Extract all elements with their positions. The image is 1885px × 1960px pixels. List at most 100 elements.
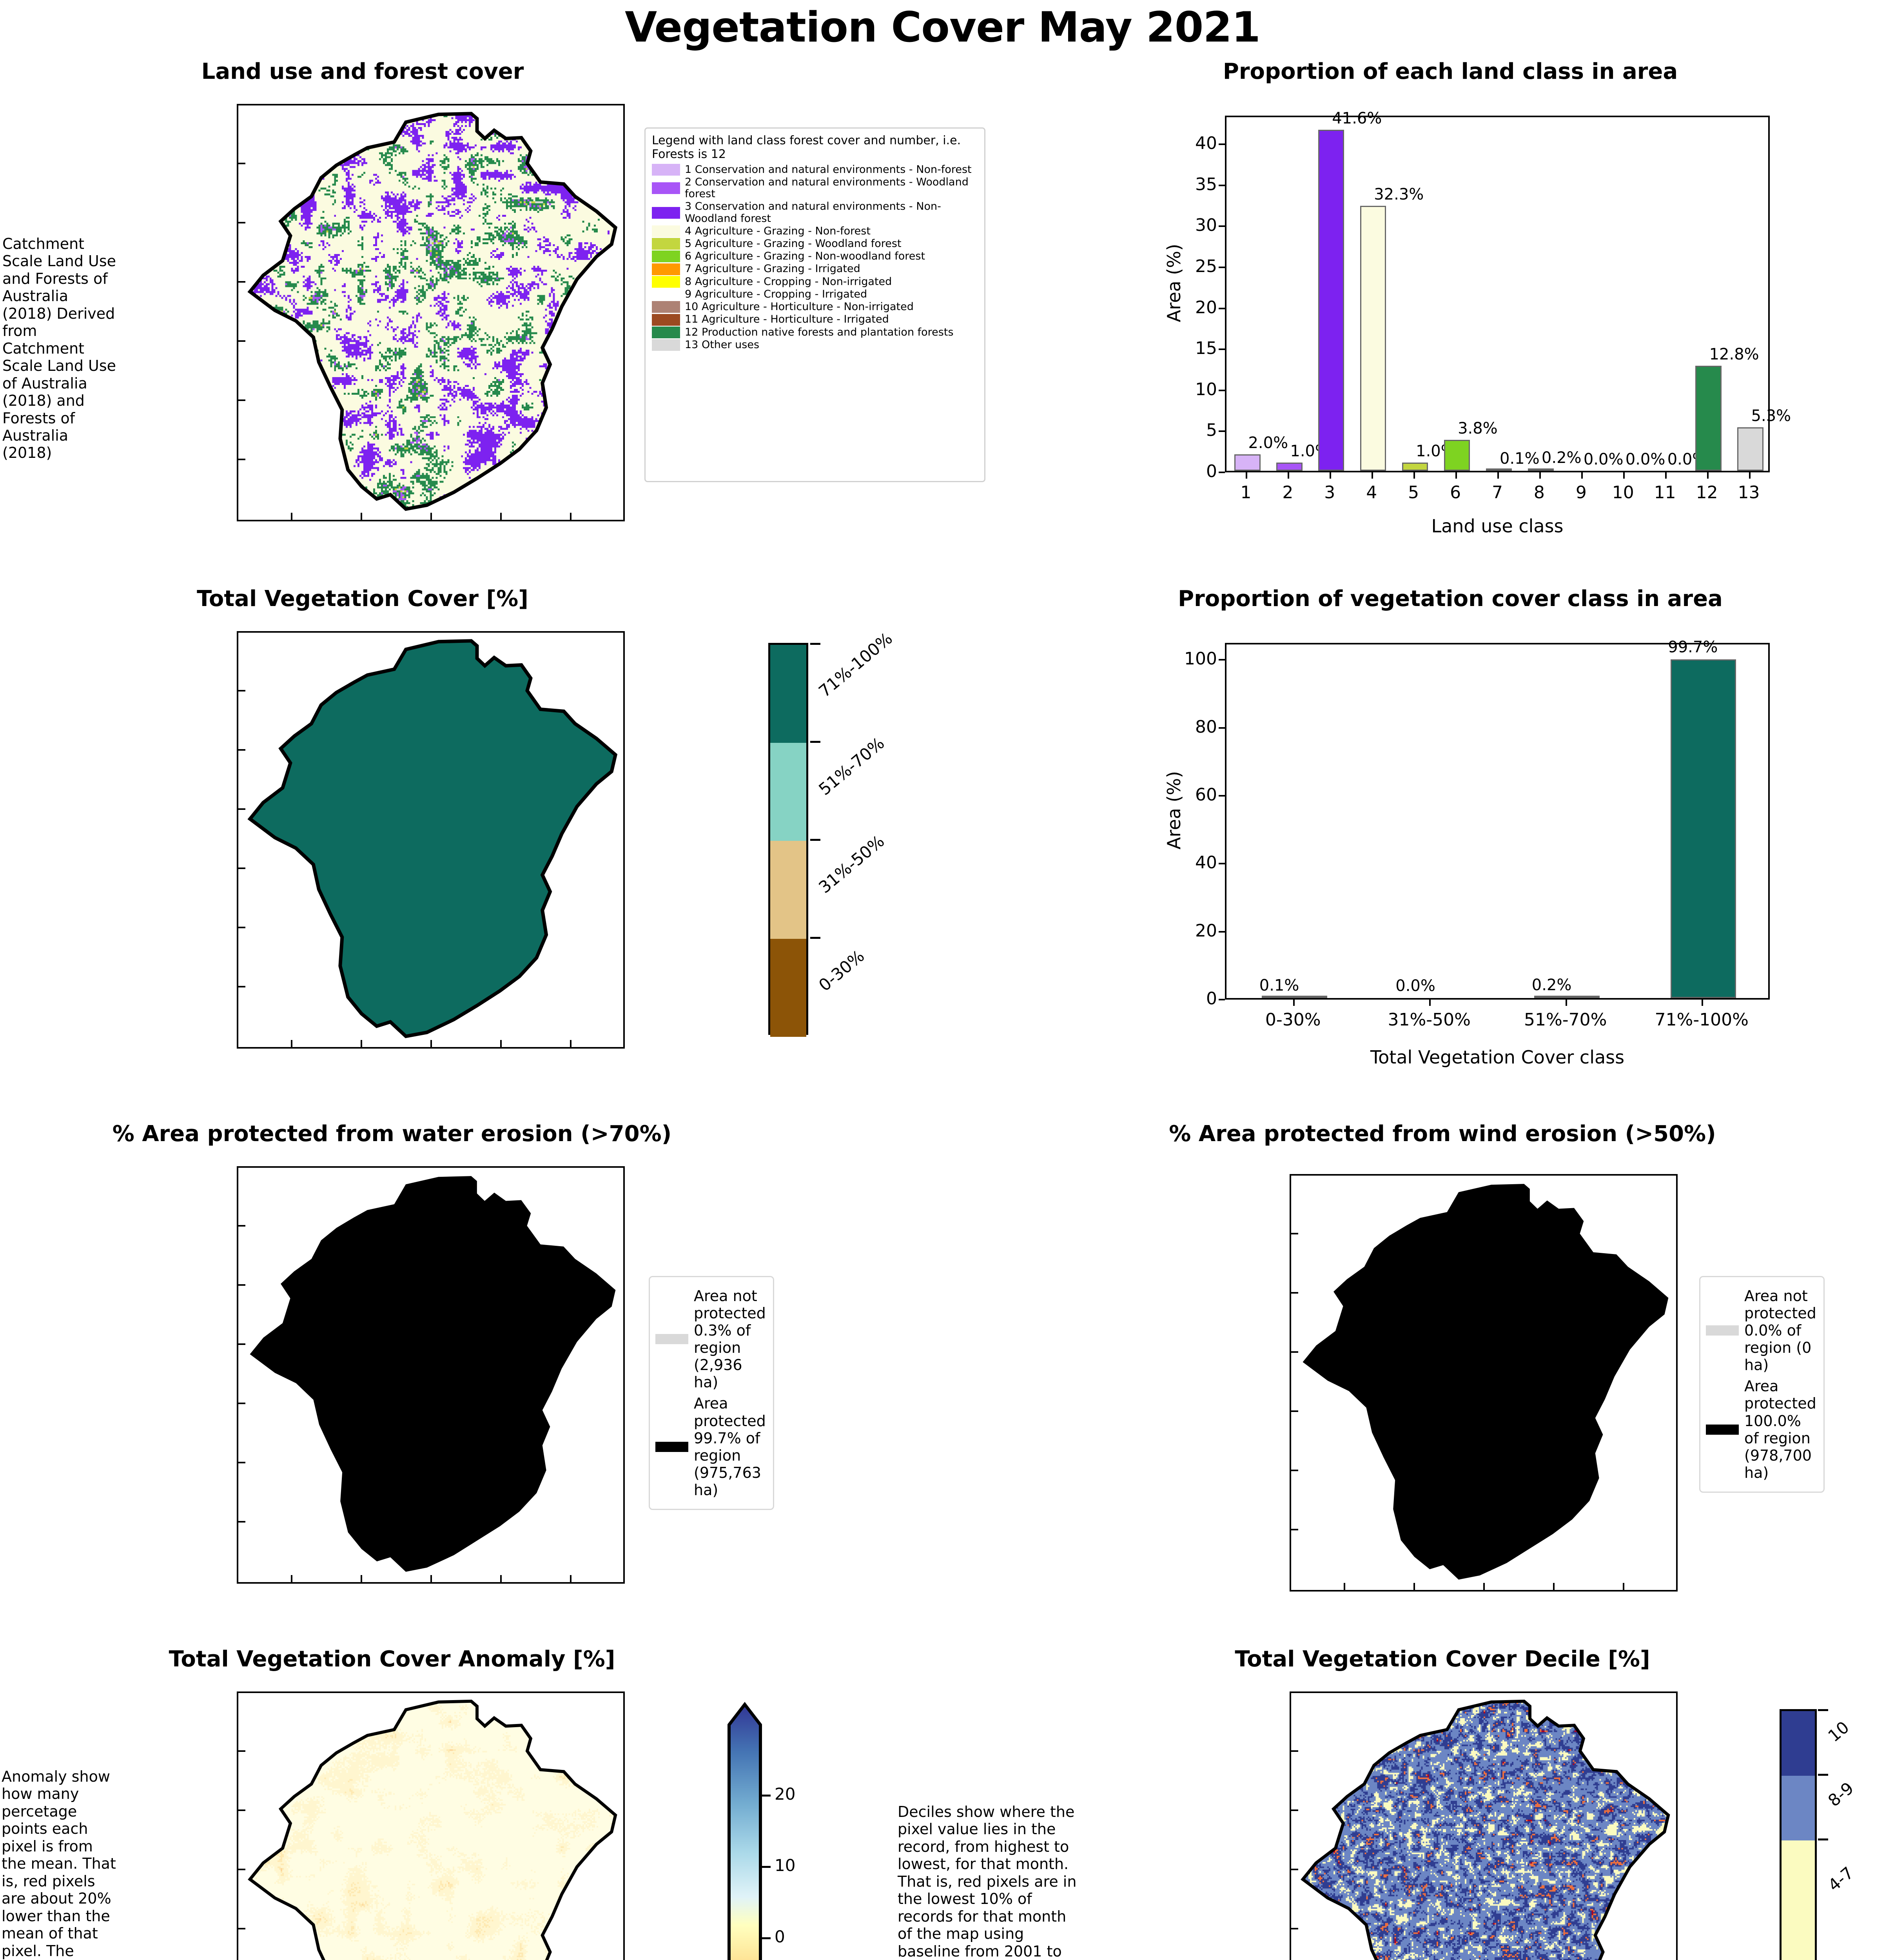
legend-swatch [652,314,680,326]
bar[interactable] [1670,659,1736,998]
y-tick-label: 20 [1195,297,1217,318]
legend-item[interactable]: 9 Agriculture - Cropping - Irrigated [652,288,978,300]
bar-value-label: 0.0% [1583,450,1624,468]
colorbar-tick [1818,1709,1828,1711]
legend-item[interactable]: 10 Agriculture - Horticulture - Non-irri… [652,301,978,313]
y-tick-mark [1219,307,1225,309]
decile-colorbar[interactable]: 108-94-72-31 [1772,1697,1885,1960]
y-tick-mark [1219,795,1225,797]
cover-bar-chart[interactable]: 0.1% 0.0% 0.2% 99.7% Area (%) Total Vegetat… [1156,631,1791,1086]
legend-label: 7 Agriculture - Grazing - Irrigated [685,263,860,275]
legend-item[interactable]: 6 Agriculture - Grazing - Non-woodland f… [652,250,978,263]
bar[interactable] [1444,439,1470,471]
colorbar-label: 8-9 [1824,1778,1858,1810]
legend-item[interactable]: 12 Production native forests and plantat… [652,326,978,338]
map-raster [250,114,616,510]
colorbar-label: 4-7 [1824,1863,1858,1895]
erosion-legend-item[interactable]: Area protected 100.0% of region (978,700… [1706,1377,1818,1481]
cover-colorbar[interactable]: 71%-100% 51%-70% 31%-50% 0-30% [737,629,972,1043]
bar[interactable] [1402,463,1428,471]
legend-item[interactable]: 2 Conservation and natural environments … [652,176,978,200]
decile-map[interactable] [1290,1691,1678,1960]
bar[interactable] [1534,996,1600,998]
bar[interactable] [1737,427,1763,471]
legend-item[interactable]: 7 Agriculture - Grazing - Irrigated [652,263,978,275]
x-tick-mark [1702,1000,1704,1006]
total-cover-panel-title: Total Vegetation Cover [%] [197,586,528,612]
land-use-bar-chart[interactable]: 2.0% 1.0% 41.6% 32.3% 1.0% 3.8% 0.1% 0.2% 0.0% 0.… [1156,104,1791,547]
y-tick-mark [1219,659,1225,661]
legend-item[interactable]: 5 Agriculture - Grazing - Woodland fores… [652,238,978,250]
bar[interactable] [1234,454,1261,471]
legend-label: 12 Production native forests and plantat… [685,326,954,338]
x-tick-label: 2 [1282,483,1294,503]
y-tick-label: 60 [1195,785,1217,805]
water-erosion-legend[interactable]: Area not protected 0.3% of region (2,936… [649,1276,774,1510]
total-cover-map[interactable] [237,631,625,1049]
wind-erosion-map[interactable] [1290,1174,1678,1592]
legend-item[interactable]: 1 Conservation and natural environments … [652,163,978,176]
anomaly-map[interactable] [237,1691,625,1960]
land-use-legend[interactable]: Legend with land class forest cover and … [644,127,985,482]
land-use-source-note: Catchment Scale Land Use and Forests of … [2,235,116,462]
chart2-x-axis-label: Total Vegetation Cover class [1370,1047,1625,1068]
decile-note: Deciles show where the pixel value lies … [898,1803,1077,1960]
legend-swatch [652,326,680,338]
legend-item[interactable]: 4 Agriculture - Grazing - Non-forest [652,225,978,237]
legend-item[interactable]: 3 Conservation and natural environments … [652,201,978,224]
y-tick-mark [1219,430,1225,432]
bar[interactable] [1276,463,1303,471]
colorbar-label: 20 [775,1784,796,1804]
cover-bar-title: Proportion of vegetation cover class in … [1178,586,1723,612]
colorbar-label: 0-30% [815,946,868,995]
legend-label: 5 Agriculture - Grazing - Woodland fores… [685,238,902,250]
x-tick-label: 10 [1612,483,1634,503]
x-tick-label: 31%-50% [1388,1010,1471,1030]
legend-label: 2 Conservation and natural environments … [685,176,969,200]
y-tick-mark [1219,225,1225,227]
bar[interactable] [1486,468,1512,471]
x-tick-mark [1749,472,1751,479]
wind-erosion-legend[interactable]: Area not protected 0.0% of region (0 ha)… [1699,1276,1825,1493]
x-tick-mark [1246,472,1248,479]
legend-item[interactable]: 8 Agriculture - Cropping - Non-irrigated [652,276,978,288]
bar[interactable] [1695,366,1722,471]
legend-label: 8 Agriculture - Cropping - Non-irrigated [685,275,892,288]
x-tick-label: 7 [1491,483,1503,503]
legend-item[interactable]: 13 Other uses [652,339,978,351]
x-tick-label: 4 [1366,483,1377,503]
y-tick-label: 15 [1195,338,1217,359]
x-tick-mark [1330,472,1332,479]
x-tick-mark [1293,1000,1295,1006]
colorbar-segment [770,645,806,743]
x-tick-mark [1581,472,1583,479]
erosion-legend-item[interactable]: Area protected 99.7% of region (975,763 … [655,1395,767,1499]
x-tick-label: 9 [1575,483,1587,503]
land-use-map[interactable] [237,104,625,521]
bar-value-label: 99.7% [1668,638,1718,656]
colorbar-label: 0 [775,1927,785,1946]
water-erosion-map[interactable] [237,1166,625,1584]
bar[interactable] [1262,996,1328,998]
x-tick-mark [1623,472,1625,479]
y-tick-mark [1219,931,1225,933]
bar-value-label: 32.3% [1374,185,1424,204]
erosion-legend-item[interactable]: Area not protected 0.3% of region (2,936… [655,1287,767,1391]
land-use-bar-title: Proportion of each land class in area [1223,59,1678,84]
bar[interactable] [1318,129,1344,471]
erosion-legend-label: Area not protected 0.3% of region (2,936… [694,1287,766,1391]
colorbar-tick [760,1937,771,1939]
erosion-legend-swatch [655,1441,688,1452]
y-tick-mark [1219,999,1225,1000]
legend-item[interactable]: 11 Agriculture - Horticulture - Irrigate… [652,314,978,326]
water-erosion-panel-title: % Area protected from water erosion (>70… [112,1121,672,1147]
erosion-legend-swatch [655,1334,688,1345]
bar[interactable] [1528,468,1554,471]
erosion-legend-item[interactable]: Area not protected 0.0% of region (0 ha) [1706,1287,1818,1374]
bar-value-label: 0.2% [1531,976,1572,995]
page-title: Vegetation Cover May 2021 [625,3,1261,51]
bar[interactable] [1360,206,1386,471]
legend-label: 10 Agriculture - Horticulture - Non-irri… [685,301,914,313]
legend-label: 4 Agriculture - Grazing - Non-forest [685,225,871,237]
